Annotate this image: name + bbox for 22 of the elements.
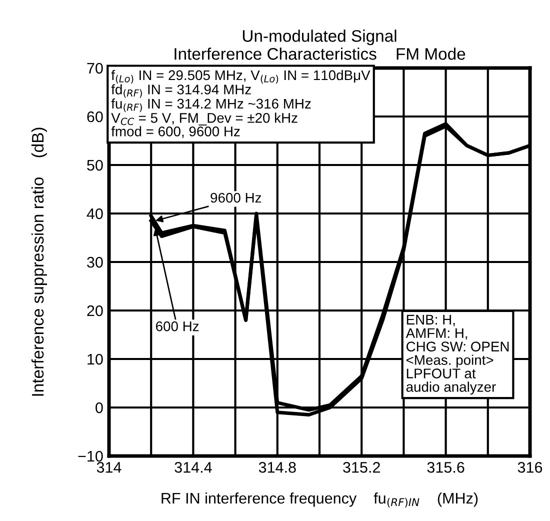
y-tick-label: 40: [86, 208, 103, 220]
text: RF IN interference frequency fu$_{(RF)IN}$ (MHz): [162, 492, 478, 508]
y-tick-label: 30: [87, 256, 103, 268]
y-tick-label: 50: [87, 160, 103, 171]
annotation: ENB: H, AMFM: H, CHG SW: OPEN <Meas. point> LPFOUT at audio analyzer: [406, 314, 509, 395]
y-tick-label: −10: [78, 450, 103, 462]
y-tick-label: 0: [96, 402, 103, 414]
x-tick-label: 315.6: [427, 462, 464, 473]
x-tick-label: 316: [518, 462, 542, 473]
chart-title: Un-modulated Signal Interference Characteristics FM Mode: [174, 30, 466, 60]
y-tick-label: 10: [88, 354, 103, 365]
text: f$_{(Lo)}$ IN = 29.505 MHz, V$_{(Lo)}$ IN = 110dBμV fd$_{(RF)}$ IN = 314.94 MHz fu$_{(RF)}$ IN = 314.2 MHz ~316 MHz V$_{CC}$ = 5 V, FM_Dev = ±20 kHz fmod = 600, 9600 Hz: [111, 70, 370, 138]
x-tick-label: 314: [96, 462, 122, 473]
annotation: 9600 Hz: [210, 192, 262, 203]
annotation: 600 Hz: [156, 321, 199, 332]
x-tick-label: 314.4: [174, 462, 212, 473]
y-axis-title: Interference suppression ratio (dB): [31, 128, 47, 396]
y-tick-label: 20: [87, 305, 103, 316]
y-tick-label: 60: [87, 111, 103, 122]
x-tick-label: 314.8: [258, 462, 296, 473]
x-tick-label: 315.2: [343, 462, 380, 473]
y-tick-label: 70: [87, 62, 103, 74]
